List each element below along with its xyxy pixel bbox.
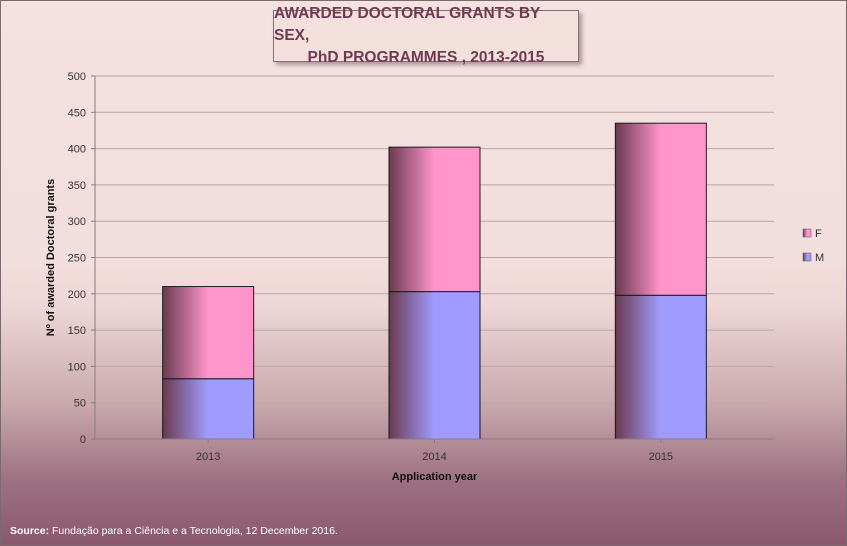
y-tick-label: 350: [68, 180, 86, 192]
legend-swatch-F: [802, 228, 812, 238]
y-tick-label: 250: [68, 253, 86, 265]
y-tick-label: 450: [68, 107, 86, 119]
chart-title: AWARDED DOCTORAL GRANTS BY SEX, PhD PROG…: [273, 5, 579, 66]
y-tick-label: 0: [80, 434, 86, 446]
y-tick-label: 100: [68, 361, 86, 373]
bar-M-2015: [614, 294, 707, 440]
x-tick-label: 2014: [422, 451, 446, 463]
source-note: Source: Fundação para a Ciência e a Tecn…: [10, 525, 338, 537]
bar-F-2015: [614, 122, 707, 296]
chart-title-line-2: PhD PROGRAMMES , 2013-2015: [307, 49, 545, 66]
x-tick-label: 2013: [196, 451, 220, 463]
chart-title-line-1: AWARDED DOCTORAL GRANTS BY SEX,: [274, 5, 541, 44]
y-axis-title: Nº of awarded Doctoral grants: [45, 179, 57, 336]
legend-label-F: F: [815, 228, 822, 240]
legend-swatch-M: [802, 252, 812, 262]
y-tick-label: 200: [68, 289, 86, 301]
bar-F-2014: [388, 146, 481, 293]
x-axis-title: Application year: [392, 471, 478, 483]
bar-M-2014: [388, 291, 481, 440]
source-label: Source:: [10, 525, 50, 537]
source-text: Fundação para a Ciência e a Tecnologia, …: [49, 525, 338, 537]
y-tick-label: 150: [68, 325, 86, 337]
y-tick-label: 400: [68, 144, 86, 156]
bar-M-2013: [162, 378, 255, 440]
x-tick-label: 2015: [649, 451, 673, 463]
y-tick-label: 500: [68, 71, 86, 83]
legend-label-M: M: [815, 252, 824, 264]
bar-F-2013: [162, 286, 255, 380]
y-tick-label: 50: [74, 398, 86, 410]
y-tick-label: 300: [68, 216, 86, 228]
